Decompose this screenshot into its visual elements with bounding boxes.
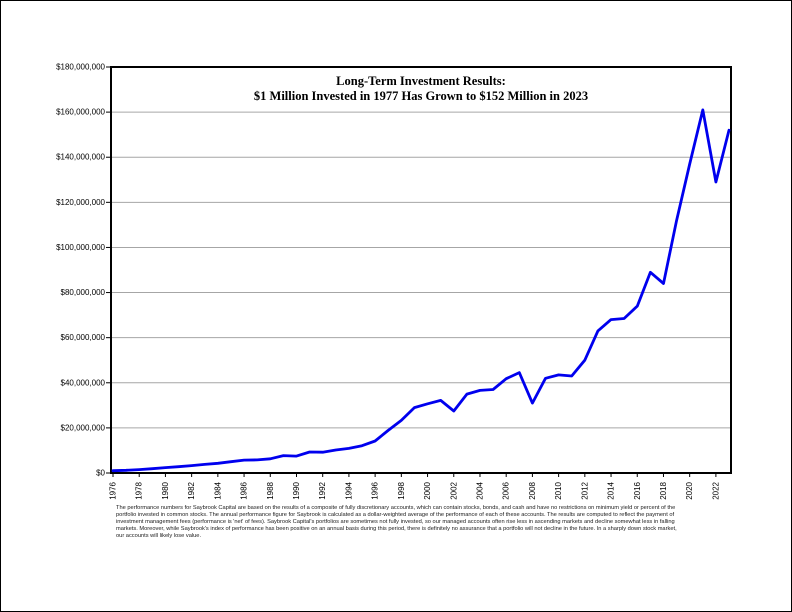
x-axis-tick-label: 2016 <box>633 481 642 499</box>
x-axis-tick-label: 1980 <box>161 481 170 499</box>
disclaimer-line: our accounts will likely lose value. <box>116 533 202 540</box>
x-axis-tick-label: 1976 <box>109 481 118 499</box>
disclaimer-line: portfolio invested in common stocks. The… <box>116 512 675 519</box>
y-axis-tick-label: $160,000,000 <box>56 108 105 117</box>
x-axis-tick-label: 1998 <box>397 481 406 499</box>
x-axis-tick-label: 2012 <box>580 481 589 499</box>
x-axis-tick-label: 1978 <box>135 481 144 499</box>
y-axis-tick-label: $140,000,000 <box>56 153 105 162</box>
chart-title: Long-Term Investment Results: $1 Million… <box>111 74 731 104</box>
x-axis-tick-label: 2006 <box>502 481 511 499</box>
y-axis-tick-label: $100,000,000 <box>56 243 105 252</box>
y-axis-tick-label: $180,000,000 <box>56 63 105 72</box>
x-axis-tick-label: 2020 <box>685 481 694 499</box>
chart-title-line1: Long-Term Investment Results: <box>336 74 506 88</box>
x-axis-tick-label: 1994 <box>344 481 353 499</box>
x-axis-tick-label: 2000 <box>423 481 432 499</box>
plot-border <box>110 66 732 474</box>
x-axis-tick-label: 1986 <box>240 481 249 499</box>
x-axis-tick-label: 1988 <box>266 481 275 499</box>
x-axis-tick-label: 2014 <box>607 481 616 499</box>
chart-title-line2: $1 Million Invested in 1977 Has Grown to… <box>253 89 589 103</box>
y-axis-tick-label: $80,000,000 <box>61 288 106 297</box>
y-axis-tick-label: $20,000,000 <box>61 423 106 432</box>
x-axis-tick-label: 1984 <box>213 481 222 499</box>
y-axis-tick-label: $120,000,000 <box>56 198 105 207</box>
disclaimer-text: The performance numbers for Saybrook Cap… <box>116 505 694 540</box>
y-axis-tick-label: $40,000,000 <box>61 378 106 387</box>
x-axis-tick-label: 2018 <box>659 481 668 499</box>
x-axis-tick-label: 1990 <box>292 481 301 499</box>
x-axis-tick-label: 1982 <box>187 481 196 499</box>
x-axis-tick-label: 2004 <box>475 481 484 499</box>
x-axis-tick-label: 2002 <box>449 481 458 499</box>
x-axis-tick-label: 2010 <box>554 481 563 499</box>
x-axis-tick-label: 2008 <box>528 481 537 499</box>
disclaimer-line: investment management fees (performance … <box>116 519 675 526</box>
x-axis-tick-label: 2022 <box>711 481 720 499</box>
x-axis-tick-label: 1992 <box>318 481 327 499</box>
y-axis-tick-label: $0 <box>96 469 105 478</box>
y-axis-tick-label: $60,000,000 <box>61 333 106 342</box>
disclaimer-line: markets. Moreover, while Saybrook's inde… <box>116 526 677 533</box>
disclaimer-line: The performance numbers for Saybrook Cap… <box>116 505 676 511</box>
x-axis-tick-label: 1996 <box>371 481 380 499</box>
investment-value-line <box>111 108 731 473</box>
